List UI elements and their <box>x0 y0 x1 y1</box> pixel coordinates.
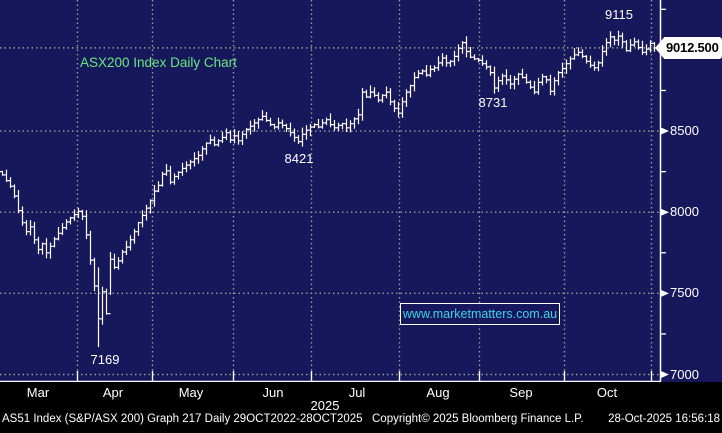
y-axis-tick-label: 7500 <box>670 285 699 301</box>
status-datetime-text: 28-Oct-2025 16:56:18 <box>608 413 720 425</box>
x-axis-month-label: Sep <box>509 385 533 400</box>
watermark-url[interactable]: www.marketmatters.com.au <box>402 307 558 321</box>
watermark-box: www.marketmatters.com.au <box>400 303 560 325</box>
x-axis-month-label: Jun <box>262 385 284 400</box>
x-axis-month-label: Apr <box>102 385 124 400</box>
last-price-label: 9012.500 <box>655 37 722 59</box>
x-axis-month-label: Jul <box>348 385 366 400</box>
price-annotation: 8421 <box>284 151 314 166</box>
price-chart-canvas[interactable] <box>0 0 722 383</box>
y-axis-tick <box>661 371 669 378</box>
x-axis-month-label: Mar <box>26 385 50 400</box>
bottom-strip <box>0 382 722 433</box>
status-copyright-text: Copyright© 2025 Bloomberg Finance L.P. <box>372 413 584 425</box>
y-axis-tick-label: 8000 <box>670 204 699 220</box>
y-axis-tick <box>661 127 669 135</box>
price-annotation: 8731 <box>478 95 508 110</box>
y-axis-tick <box>661 208 669 216</box>
price-bars <box>0 30 657 348</box>
chart-title: ASX200 Index Daily Chart <box>80 55 237 70</box>
price-annotation: 9115 <box>605 7 633 22</box>
x-axis-month-label: Aug <box>426 385 450 400</box>
y-axis-tick <box>661 289 669 297</box>
y-axis-tick-label: 8500 <box>670 123 699 139</box>
y-axis-tick-label: 7000 <box>670 366 699 382</box>
price-annotation: 7169 <box>90 352 120 367</box>
status-instrument-text: AS51 Index (S&P/ASX 200) Graph 217 Daily… <box>2 413 363 425</box>
x-axis-year-label: 2025 <box>310 398 340 413</box>
x-axis-month-label: May <box>178 385 204 400</box>
x-axis-month-label: Oct <box>596 385 618 400</box>
